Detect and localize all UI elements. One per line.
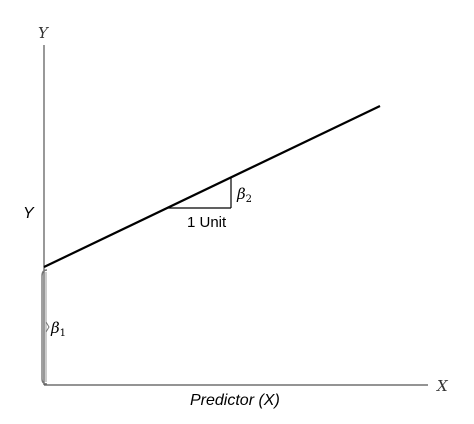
slope-symbol: β [236,185,246,203]
intercept-bracket [41,269,48,385]
run-label: 1 Unit [187,214,227,231]
x-axis-title: Predictor (X) [190,392,280,409]
y-side-label: Y [23,205,35,222]
intercept-symbol: β [50,319,60,337]
x-axis-end-label: X [436,377,449,395]
slope-subscript: 2 [246,194,252,205]
intercept-label: β1 [50,319,66,339]
intercept-subscript: 1 [60,328,66,339]
intercept-bracket-tick [45,321,50,333]
slope-label: β2 [236,185,252,205]
y-axis-top-label: Y [38,24,50,42]
regression-line [43,105,381,268]
